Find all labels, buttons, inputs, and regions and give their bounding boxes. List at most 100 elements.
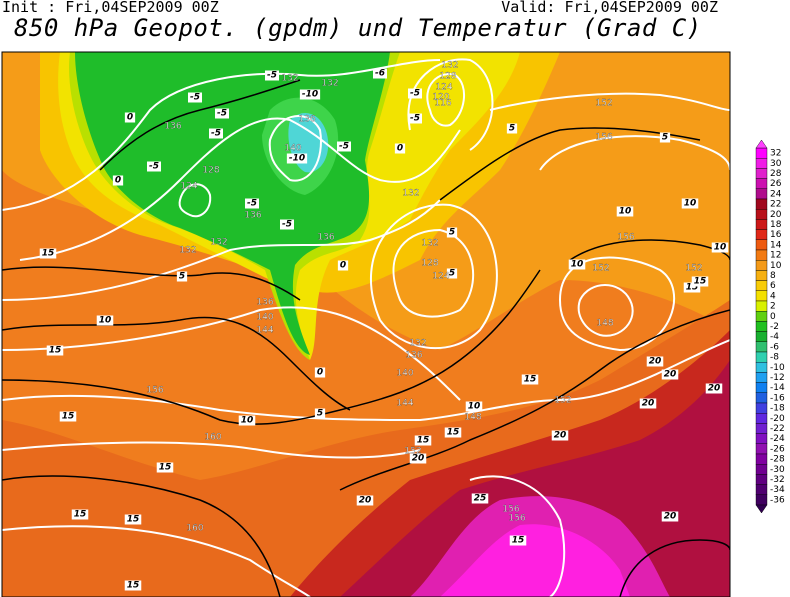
temperature-label: 20	[642, 399, 655, 409]
colorbar-cell	[755, 331, 768, 343]
temperature-label: -5	[282, 220, 292, 230]
geopotential-label: 128	[202, 166, 219, 176]
geopotential-label: 120	[432, 93, 449, 103]
temperature-label-box	[551, 430, 569, 441]
temperature-label-box	[661, 511, 679, 522]
temperature-label-box	[471, 493, 489, 504]
geopotential-label: 156	[617, 233, 634, 243]
geopotential-label: 132	[421, 239, 438, 249]
temperature-label: 20	[649, 357, 662, 367]
colorbar-cell	[755, 464, 768, 475]
colorbar-label: -2	[770, 322, 779, 332]
colorbar-cell	[755, 249, 768, 261]
colorbar-label: -16	[770, 393, 785, 403]
temperature-label: 10	[619, 207, 632, 217]
geopotential-label: 124	[432, 272, 449, 282]
temperature-label-box	[71, 509, 89, 520]
temperature-label-box	[286, 153, 308, 164]
temperature-label-box	[446, 268, 458, 279]
colorbar-cell	[755, 443, 768, 455]
temperature-label: 15	[512, 536, 525, 546]
colorbar-cell	[755, 178, 768, 190]
temperature-label: 15	[74, 510, 87, 520]
colorbar-cell	[755, 413, 768, 424]
temperature-label-box	[394, 143, 406, 154]
colorbar-cell	[755, 229, 768, 241]
temperature-label: 15	[159, 463, 172, 473]
colorbar-label: -34	[770, 485, 785, 495]
colorbar-cell	[755, 147, 768, 159]
geopotential-contours	[2, 58, 730, 597]
colorbar-cell	[755, 260, 768, 271]
geopotential-label: 140	[256, 313, 273, 323]
temperature-label-box	[96, 315, 114, 326]
geopotential-label: 156	[502, 505, 519, 515]
temperature-label: 15	[42, 249, 55, 259]
temperature-label-box	[188, 92, 202, 103]
map-title: 850 hPa Geopot. (gpdm) und Temperatur (G…	[14, 14, 702, 42]
colorbar-label: 0	[770, 312, 776, 322]
temperature-label: 20	[359, 496, 372, 506]
geopotential-label: 148	[464, 413, 481, 423]
colorbar-label: -20	[770, 414, 785, 424]
temperature-label: 15	[686, 283, 699, 293]
colorbar-cell	[755, 290, 768, 302]
map-frame	[1, 51, 731, 597]
temperature-label: 0	[397, 144, 403, 154]
colorbar-cell	[755, 168, 768, 179]
temperature-label: -6	[375, 69, 385, 79]
temperature-label: -5	[339, 142, 349, 152]
temperature-label: 15	[417, 436, 430, 446]
colorbar-label: -4	[770, 332, 779, 342]
temperature-label: 10	[571, 260, 584, 270]
temperature-label-box	[124, 580, 142, 591]
temperature-label-box	[280, 219, 294, 230]
colorbar-arrow-top	[755, 139, 768, 149]
temperature-contours	[2, 79, 730, 597]
colorbar-label: -10	[770, 363, 785, 373]
temperature-label-box	[337, 141, 351, 152]
temperature-label-box	[124, 112, 136, 123]
temperature-label: 15	[49, 346, 62, 356]
colorbar-label: 26	[770, 179, 782, 189]
geopotential-label: 152	[685, 264, 702, 274]
colorbar-cell	[755, 362, 768, 373]
temperature-label: -5	[211, 129, 221, 139]
temperature-label-box	[238, 415, 256, 426]
temperature-label-box	[446, 227, 458, 238]
colorbar-label: 22	[770, 200, 781, 210]
geopotential-label: 144	[256, 326, 273, 336]
temperature-label-box	[46, 345, 64, 356]
geopotential-label: 148	[596, 319, 613, 329]
colorbar-cell	[755, 280, 768, 292]
colorbar-label: -30	[770, 465, 785, 475]
colorbar-label: 28	[770, 169, 782, 179]
temperature-label-box	[521, 374, 539, 385]
geopotential-label: 160	[204, 433, 221, 443]
temperature-label: -5	[190, 93, 200, 103]
colorbar-label: -32	[770, 475, 785, 485]
temperature-label: 5	[317, 409, 323, 419]
geopotential-label: 160	[186, 524, 203, 534]
temperature-label: 0	[317, 368, 323, 378]
temperature-label-box	[616, 206, 634, 217]
colorbar-label: 18	[770, 220, 782, 230]
colorbar-label: -22	[770, 424, 785, 434]
temperature-label-box	[265, 70, 279, 81]
temperature-label-box	[506, 123, 518, 134]
colorbar-label: -36	[770, 495, 785, 505]
temperature-label-box	[245, 198, 259, 209]
temperature-label: 5	[179, 272, 185, 282]
colorbar-cell	[755, 392, 768, 404]
colorbar-cell	[755, 198, 768, 210]
colorbar-cell	[755, 270, 768, 281]
geopotential-label: 140	[284, 144, 301, 154]
temperature-label: 15	[694, 277, 707, 287]
geopotential-label: 128	[439, 72, 456, 82]
colorbar-cell	[755, 351, 768, 363]
temperature-label-box	[661, 369, 679, 380]
geopotential-label: 132	[179, 246, 196, 256]
geopotential-label: 132	[210, 238, 227, 248]
colorbar-label: 8	[770, 271, 776, 281]
